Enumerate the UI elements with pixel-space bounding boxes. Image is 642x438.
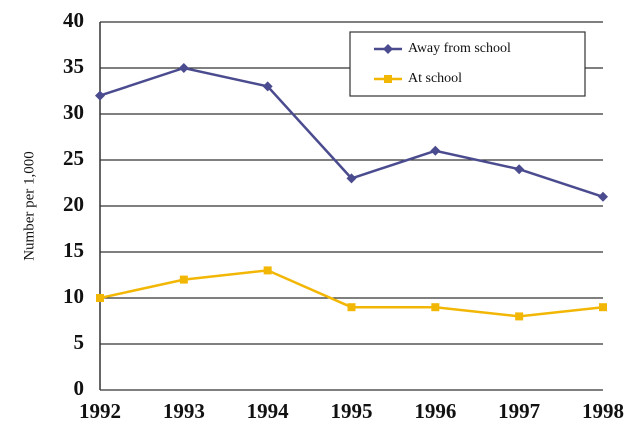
x-tick-label: 1997 [498,399,540,423]
point [430,145,441,156]
point [96,294,104,302]
x-tick-label: 1993 [163,399,205,423]
y-tick-label: 20 [63,192,84,216]
legend-label: Away from school [408,41,511,56]
y-tick-label: 5 [74,330,85,354]
x-tick-label: 1994 [247,399,290,423]
y-tick-label: 30 [63,100,84,124]
y-tick-label: 10 [63,284,84,308]
y-tick-label: 40 [63,8,84,32]
y-tick-label: 25 [63,146,84,170]
y-tick-label: 35 [63,54,84,78]
legend-marker [384,75,392,83]
point [178,63,189,73]
x-tick-label: 1998 [582,399,624,423]
legend-marker [383,44,393,54]
point [514,164,525,175]
point [262,81,273,92]
point [598,191,608,202]
legend-label: At school [408,71,462,86]
y-tick-label: 15 [63,238,84,262]
x-tick-label: 1992 [79,399,121,423]
x-tick-label: 1996 [414,399,456,423]
point [346,173,357,184]
point [515,312,524,321]
point [599,303,607,312]
point [263,266,272,275]
point [431,303,440,312]
point [179,275,188,284]
y-tick-label: 0 [74,376,85,400]
point [95,90,105,101]
y-axis-label: Number per 1,000 [21,151,37,261]
x-tick-label: 1995 [331,399,373,423]
point [347,303,356,312]
legend-box [349,31,586,97]
